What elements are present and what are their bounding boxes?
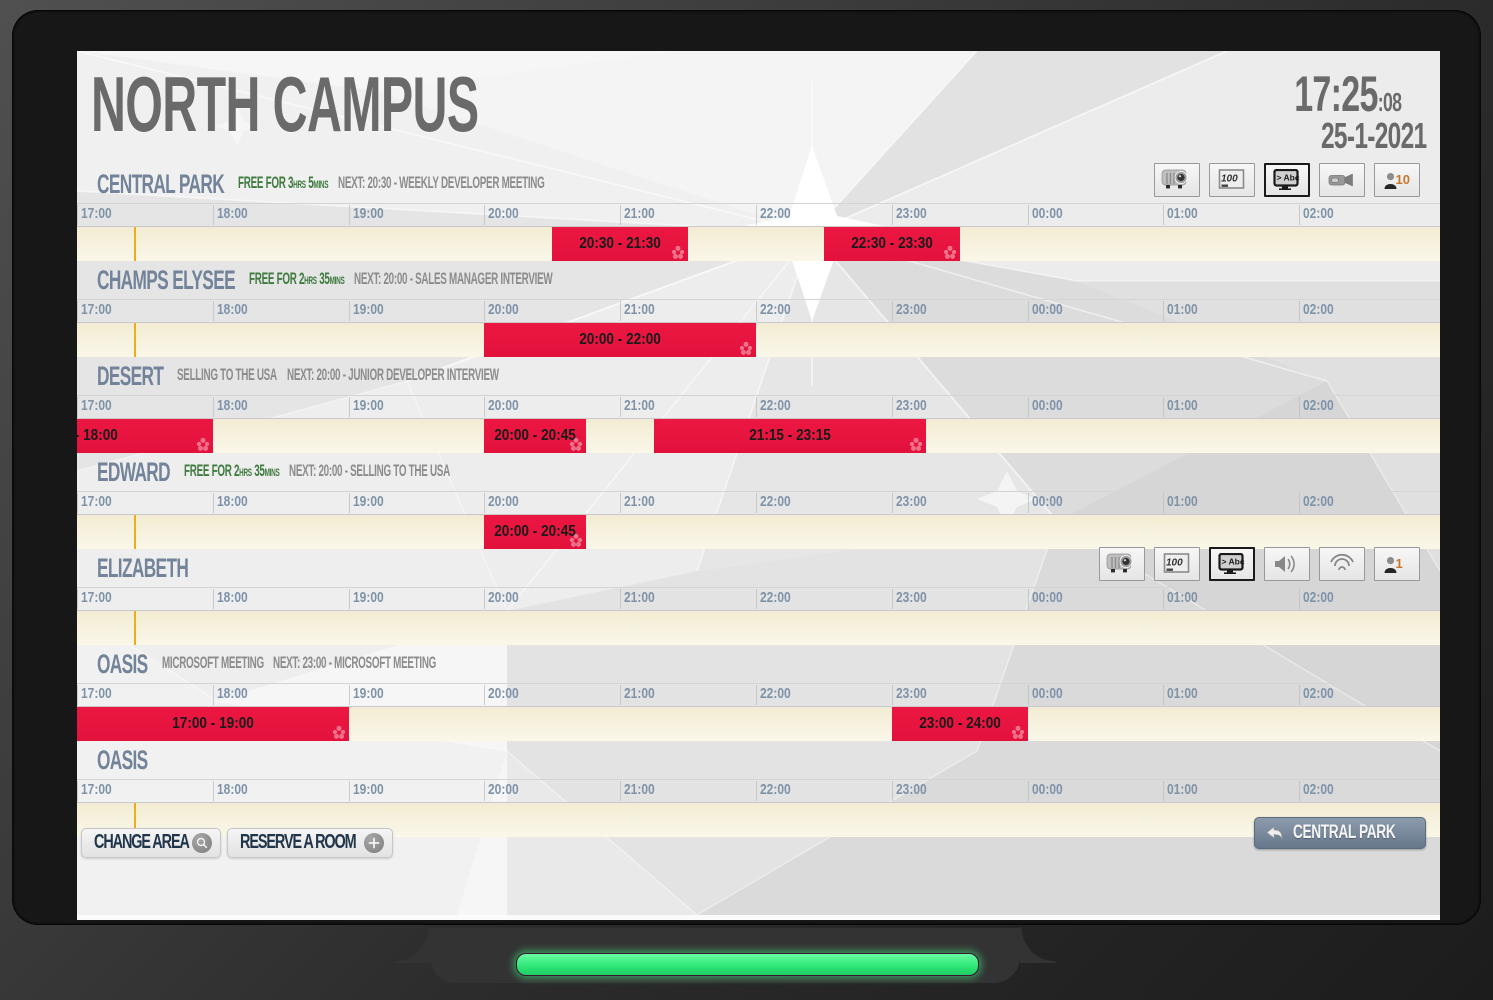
svg-text:10: 10 (1396, 172, 1410, 187)
svg-text:100: 100 (1221, 174, 1238, 185)
svg-text:> Abc: > Abc (1277, 173, 1300, 183)
svg-text:> Abc: > Abc (1222, 557, 1245, 567)
svg-text:100: 100 (1166, 558, 1183, 569)
svg-text:1: 1 (1396, 556, 1403, 571)
